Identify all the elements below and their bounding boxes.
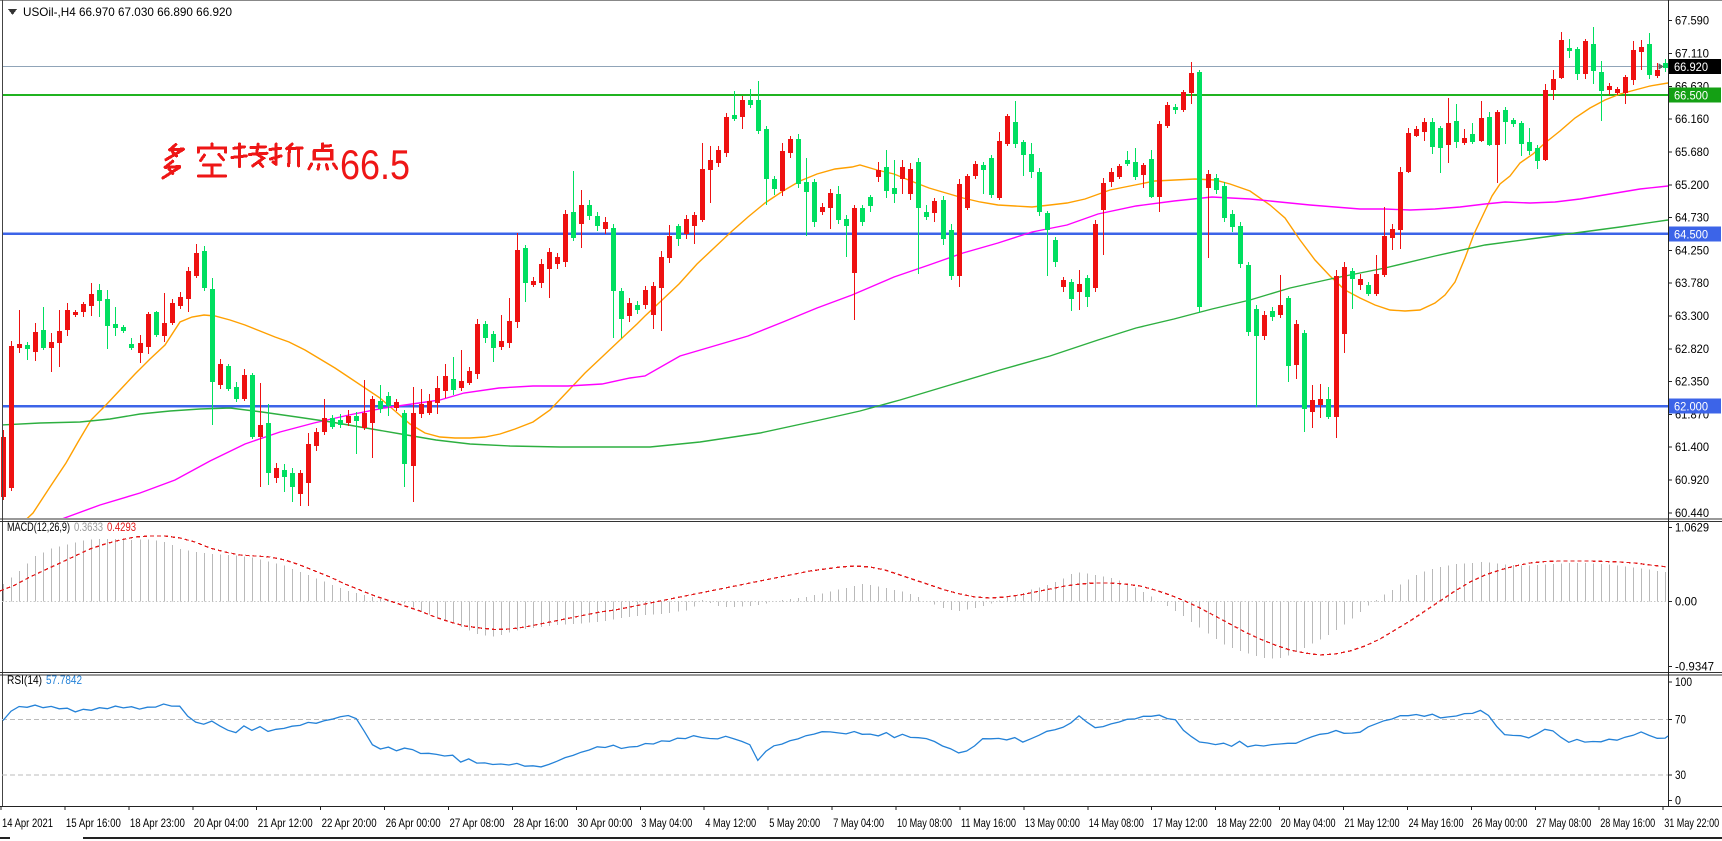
svg-text:22 Apr 20:00: 22 Apr 20:00 xyxy=(322,816,377,830)
svg-text:70: 70 xyxy=(1675,712,1686,726)
svg-text:66.160: 66.160 xyxy=(1675,112,1709,126)
svg-text:60.920: 60.920 xyxy=(1675,473,1709,487)
svg-text:17 May 12:00: 17 May 12:00 xyxy=(1153,816,1208,830)
svg-text:60.440: 60.440 xyxy=(1675,506,1709,520)
svg-text:MACD(12,26,9): MACD(12,26,9) xyxy=(7,520,70,534)
svg-text:20 Apr 04:00: 20 Apr 04:00 xyxy=(194,816,249,830)
svg-text:0: 0 xyxy=(1675,794,1681,808)
svg-text:57.7842: 57.7842 xyxy=(46,673,82,687)
svg-text:30 Apr 00:00: 30 Apr 00:00 xyxy=(577,816,632,830)
svg-text:62.350: 62.350 xyxy=(1675,374,1709,388)
svg-text:26 May 00:00: 26 May 00:00 xyxy=(1472,816,1527,830)
svg-text:27 Apr 08:00: 27 Apr 08:00 xyxy=(450,816,505,830)
svg-text:67.590: 67.590 xyxy=(1675,14,1709,28)
svg-text:13 May 00:00: 13 May 00:00 xyxy=(1025,816,1080,830)
svg-text:66.5: 66.5 xyxy=(340,141,410,188)
svg-text:0.4293: 0.4293 xyxy=(107,520,136,534)
svg-text:-0.9347: -0.9347 xyxy=(1675,660,1714,674)
svg-text:63.780: 63.780 xyxy=(1675,276,1709,290)
svg-text:62.820: 62.820 xyxy=(1675,342,1709,356)
svg-text:26 Apr 00:00: 26 Apr 00:00 xyxy=(386,816,441,830)
svg-text:100: 100 xyxy=(1675,675,1692,689)
svg-text:66.920: 66.920 xyxy=(1674,60,1708,74)
svg-text:61.400: 61.400 xyxy=(1675,440,1709,454)
svg-text:15 Apr 16:00: 15 Apr 16:00 xyxy=(66,816,121,830)
svg-text:62.000: 62.000 xyxy=(1674,400,1708,414)
svg-text:28 May 16:00: 28 May 16:00 xyxy=(1600,816,1655,830)
svg-text:11 May 16:00: 11 May 16:00 xyxy=(961,816,1016,830)
svg-text:14 May 08:00: 14 May 08:00 xyxy=(1089,816,1144,830)
svg-text:20 May 04:00: 20 May 04:00 xyxy=(1281,816,1336,830)
svg-text:14 Apr 2021: 14 Apr 2021 xyxy=(2,816,53,830)
svg-text:65.200: 65.200 xyxy=(1675,178,1709,192)
svg-text:USOil-,H4 66.970 67.030 66.89: USOil-,H4 66.970 67.030 66.890 66.920 xyxy=(23,5,232,19)
svg-text:RSI(14): RSI(14) xyxy=(7,673,42,687)
svg-text:28 Apr 16:00: 28 Apr 16:00 xyxy=(513,816,568,830)
svg-text:18 May 22:00: 18 May 22:00 xyxy=(1217,816,1272,830)
svg-text:4 May 12:00: 4 May 12:00 xyxy=(705,816,756,830)
svg-text:0.00: 0.00 xyxy=(1675,595,1697,609)
svg-text:64.250: 64.250 xyxy=(1675,244,1709,258)
svg-text:10 May 08:00: 10 May 08:00 xyxy=(897,816,952,830)
svg-text:67.110: 67.110 xyxy=(1675,47,1709,61)
svg-text:5 May 20:00: 5 May 20:00 xyxy=(769,816,820,830)
svg-text:21 Apr 12:00: 21 Apr 12:00 xyxy=(258,816,313,830)
svg-text:63.300: 63.300 xyxy=(1675,309,1709,323)
svg-text:31 May 22:00: 31 May 22:00 xyxy=(1664,816,1719,830)
svg-text:64.500: 64.500 xyxy=(1674,227,1708,241)
svg-text:66.500: 66.500 xyxy=(1674,89,1708,103)
svg-text:30: 30 xyxy=(1675,768,1686,782)
svg-text:0.3633: 0.3633 xyxy=(74,520,103,534)
svg-text:65.680: 65.680 xyxy=(1675,145,1709,159)
svg-text:1.0629: 1.0629 xyxy=(1675,520,1709,534)
svg-text:24 May 16:00: 24 May 16:00 xyxy=(1409,816,1464,830)
svg-text:7 May 04:00: 7 May 04:00 xyxy=(833,816,884,830)
svg-text:64.730: 64.730 xyxy=(1675,211,1709,225)
svg-text:27 May 08:00: 27 May 08:00 xyxy=(1536,816,1591,830)
svg-text:3 May 04:00: 3 May 04:00 xyxy=(641,816,692,830)
svg-text:21 May 12:00: 21 May 12:00 xyxy=(1345,816,1400,830)
svg-text:18 Apr 23:00: 18 Apr 23:00 xyxy=(130,816,185,830)
